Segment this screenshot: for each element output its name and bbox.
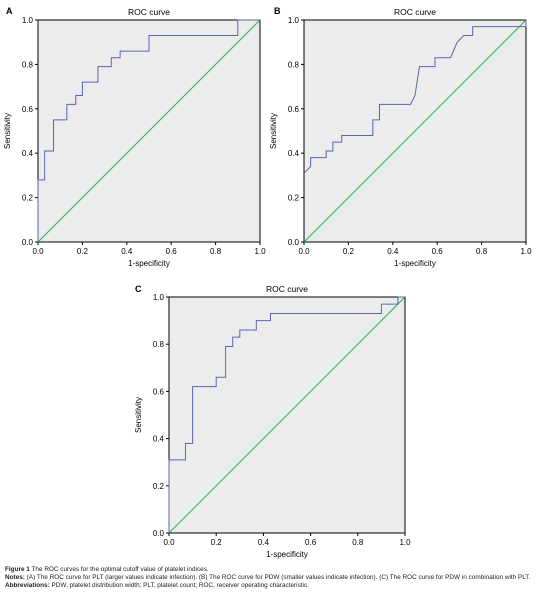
chart-a-y-tick-label: 1.0 — [22, 16, 34, 25]
chart-a-y-tick-label: 0.8 — [22, 60, 34, 69]
chart-a-roc-line — [37, 19, 260, 242]
chart-c-y-axis-label: Sensitivity — [134, 397, 143, 433]
chart-b-x-tick-label: 0.4 — [387, 247, 399, 256]
chart-a-reference-line — [37, 19, 261, 243]
chart-a-y-tick-label: 0.2 — [22, 194, 34, 203]
chart-c-title: ROC curve — [266, 284, 308, 294]
notes-label: Notes: — [5, 574, 25, 581]
chart-c-y-tick-label: 0.8 — [153, 340, 165, 349]
notes-text: (A) The ROC curve for PLT (larger values… — [26, 574, 531, 581]
chart-b-x-tick-label: 1.0 — [520, 247, 532, 256]
chart-a-y-tick-label: 0.6 — [22, 105, 34, 114]
chart-c-x-tick-label: 1.0 — [399, 538, 411, 547]
chart-b-x-tick-label: 0.0 — [298, 247, 310, 256]
chart-a-y-axis-label: Sensitivity — [3, 113, 12, 149]
chart-b-title: ROC curve — [394, 7, 436, 17]
figure-label: Figure 1 — [5, 566, 30, 573]
chart-c-y-tick-label: 0.0 — [153, 529, 165, 538]
chart-c-panel-label: C — [135, 284, 142, 294]
chart-a-y-tick-label: 0.4 — [22, 149, 34, 158]
roc-figure: A ROC curve 0.0 0.2 0.4 0.6 0.8 1.0 0.0 0.2 0.4 0.6… — [3, 6, 532, 559]
chart-c-x-tick-label: 0.0 — [163, 538, 175, 547]
chart-a-x-axis-label: 1-specificity — [128, 259, 170, 268]
chart-b-y-tick-label: 0.0 — [288, 238, 300, 247]
chart-b-y-tick-label: 1.0 — [288, 16, 300, 25]
chart-c-reference-line — [168, 296, 406, 534]
chart-a-x-tick-label: 1.0 — [254, 247, 266, 256]
chart-c-x-tick-label: 0.8 — [352, 538, 364, 547]
chart-c-roc-line — [168, 296, 405, 533]
chart-b: B ROC curve 0.0 0.2 0.4 0.6 0.8 1.0 0.0 0.2 0.4 0.6… — [269, 6, 532, 268]
chart-c-x-tick-label: 0.2 — [211, 538, 223, 547]
chart-a-y-tick-label: 0.0 — [22, 238, 34, 247]
chart-a-panel-label: A — [6, 6, 13, 16]
abbreviations-text: PDW, platelet distribution width; PLT, p… — [51, 582, 309, 589]
chart-a-x-tick-label: 0.2 — [77, 247, 89, 256]
chart-c-y-tick-label: 1.0 — [153, 293, 165, 302]
chart-c-y-tick-label: 0.4 — [153, 435, 165, 444]
chart-c: C ROC curve 0.0 0.2 0.4 0.6 0.8 1.0 0.0 0.2 0.4 0.6… — [134, 284, 411, 559]
chart-c-x-tick-label: 0.6 — [305, 538, 317, 547]
chart-b-x-tick-label: 0.6 — [432, 247, 444, 256]
figure-caption: Figure 1 The ROC curves for the optimal … — [5, 566, 535, 590]
chart-a-title: ROC curve — [128, 7, 170, 17]
chart-b-panel-label: B — [274, 6, 281, 16]
chart-a-x-tick-label: 0.0 — [32, 247, 44, 256]
chart-b-y-tick-label: 0.4 — [288, 149, 300, 158]
chart-b-y-axis-label: Sensitivity — [269, 113, 278, 149]
chart-b-x-tick-label: 0.2 — [343, 247, 355, 256]
chart-a-x-tick-label: 0.6 — [166, 247, 178, 256]
chart-c-x-axis-label: 1-specificity — [266, 550, 308, 559]
chart-c-x-tick-label: 0.4 — [258, 538, 270, 547]
abbreviations-label: Abbreviations: — [5, 582, 50, 589]
chart-b-reference-line — [303, 19, 527, 243]
chart-b-roc-line — [303, 20, 527, 174]
chart-c-y-tick-label: 0.2 — [153, 482, 165, 491]
chart-b-y-tick-label: 0.6 — [288, 105, 300, 114]
chart-b-y-tick-label: 0.8 — [288, 60, 300, 69]
chart-b-x-axis-label: 1-specificity — [394, 259, 436, 268]
chart-a-x-tick-label: 0.8 — [210, 247, 222, 256]
figure-caption-text: The ROC curves for the optimal cutoff va… — [31, 566, 209, 573]
chart-a: A ROC curve 0.0 0.2 0.4 0.6 0.8 1.0 0.0 0.2 0.4 0.6… — [3, 6, 266, 268]
chart-b-y-tick-label: 0.2 — [288, 194, 300, 203]
chart-c-y-tick-label: 0.6 — [153, 387, 165, 396]
chart-a-x-tick-label: 0.4 — [121, 247, 133, 256]
chart-b-x-tick-label: 0.8 — [476, 247, 488, 256]
